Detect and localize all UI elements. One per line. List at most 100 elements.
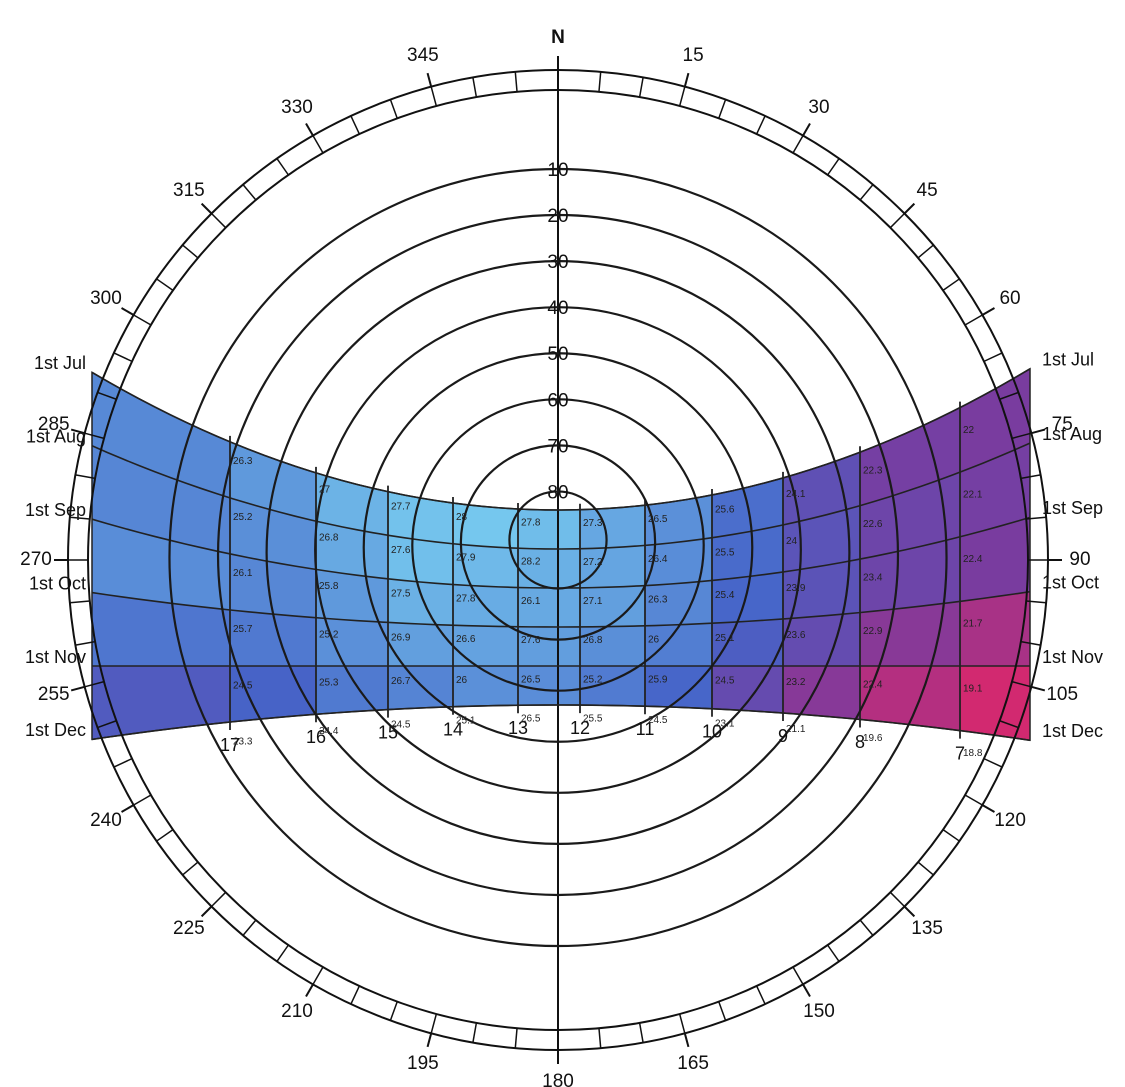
temperature-label: 26 [456,675,468,686]
azimuth-tick [305,983,314,997]
temperature-cell [711,665,784,714]
degree-tick [156,278,174,292]
temperature-label: 24.4 [319,726,339,737]
azimuth-label: 330 [281,97,313,118]
temperature-label: 24 [786,536,798,547]
temperature-label: 24.1 [786,489,806,500]
azimuth-tick [981,307,995,316]
degree-tick [472,1022,478,1043]
month-label: 1st Sep [1042,498,1103,518]
azimuth-tick [903,202,916,215]
temperature-cell [959,665,1031,741]
temperature-label: 26.4 [648,554,668,565]
temperature-label: 25.2 [583,674,603,685]
degree-tick [1026,600,1047,604]
azimuth-label: 150 [803,1001,835,1022]
degree-tick [942,278,960,292]
temperature-label: 28.2 [521,557,541,568]
degree-tick [917,861,934,876]
altitude-rings [168,167,948,948]
degree-tick [182,861,199,876]
compass-ring [54,56,1062,1064]
temperature-cell [517,547,581,589]
azimuth-tick [305,123,314,137]
degree-tick [755,115,766,135]
degree-tick [97,391,117,400]
altitude-label: 40 [547,298,568,319]
degree-tick [678,86,686,107]
degree-tick [182,244,199,259]
azimuth-tick [426,1033,433,1048]
azimuth-tick [981,804,995,813]
sun-path-grid [91,56,1031,1064]
month-line [91,590,1031,628]
temperature-label: 26.7 [391,676,411,687]
band-outline [91,367,1031,742]
degree-tick [75,640,96,646]
azimuth-label: N [551,27,565,48]
temperature-cell [782,665,861,720]
temperature-label: 24.5 [715,676,735,687]
temperature-label: 27.7 [391,502,411,513]
azimuth-tick [1031,685,1046,692]
degree-tick [598,71,602,92]
temperature-label: 25.2 [233,512,253,523]
temperature-label: 27.3 [583,518,603,529]
degree-tick [75,474,96,480]
month-label: 1st Nov [1042,647,1103,667]
altitude-ring [314,306,802,794]
altitude-label: 20 [547,206,568,227]
temperature-label: 27 [319,484,331,495]
azimuth-label: 225 [173,918,205,939]
degree-tick [156,828,174,842]
temperature-label: 21.7 [963,619,983,630]
temperature-label: 24.5 [233,680,253,691]
temperature-label: 26.8 [583,635,603,646]
altitude-ring [362,352,754,743]
temperature-label: 23.1 [715,718,735,729]
degree-tick [133,794,152,806]
altitude-label: 70 [547,436,568,457]
month-line [91,442,1031,550]
azimuth-tick [802,983,811,997]
degree-tick [312,966,324,985]
azimuth-label: 255 [38,684,70,705]
degree-tick [792,135,804,154]
temperature-label: 25.9 [648,675,668,686]
azimuth-label: 30 [808,97,829,118]
altitude-label: 30 [547,252,568,273]
month-label: 1st Nov [25,647,86,667]
hour-label: 14 [443,719,463,739]
temperature-label: 25.1 [456,716,476,727]
altitude-label: 10 [547,160,568,181]
degree-tick [430,86,438,107]
altitude-label: 80 [547,482,568,503]
temperature-cell [517,508,581,550]
degree-tick [638,77,644,98]
degree-tick [389,1001,398,1021]
degree-tick [826,158,840,176]
azimuth-label: 165 [677,1053,709,1074]
degree-tick [598,1028,602,1049]
degree-tick [983,757,1003,768]
azimuth-tick [426,72,433,87]
temperature-label: 26 [648,635,660,646]
temperature-label: 25.4 [715,590,735,601]
temperature-label: 19.1 [963,683,983,694]
azimuth-label: 120 [994,810,1026,831]
temperature-label: 24.5 [648,715,668,726]
temperature-label: 22.4 [863,679,883,690]
temperature-label: 26.5 [521,674,541,685]
azimuth-label: 60 [999,288,1020,309]
hour-label: 8 [855,732,865,752]
degree-tick [84,432,105,440]
azimuth-label: 315 [173,180,205,201]
temperature-label: 25.1 [715,633,735,644]
hour-label: 10 [702,722,722,742]
degree-tick [210,891,227,908]
azimuth-label: 345 [407,45,439,66]
degree-tick [638,1022,644,1043]
temperature-label: 27.6 [521,635,541,646]
azimuth-label: 75 [1052,414,1073,435]
